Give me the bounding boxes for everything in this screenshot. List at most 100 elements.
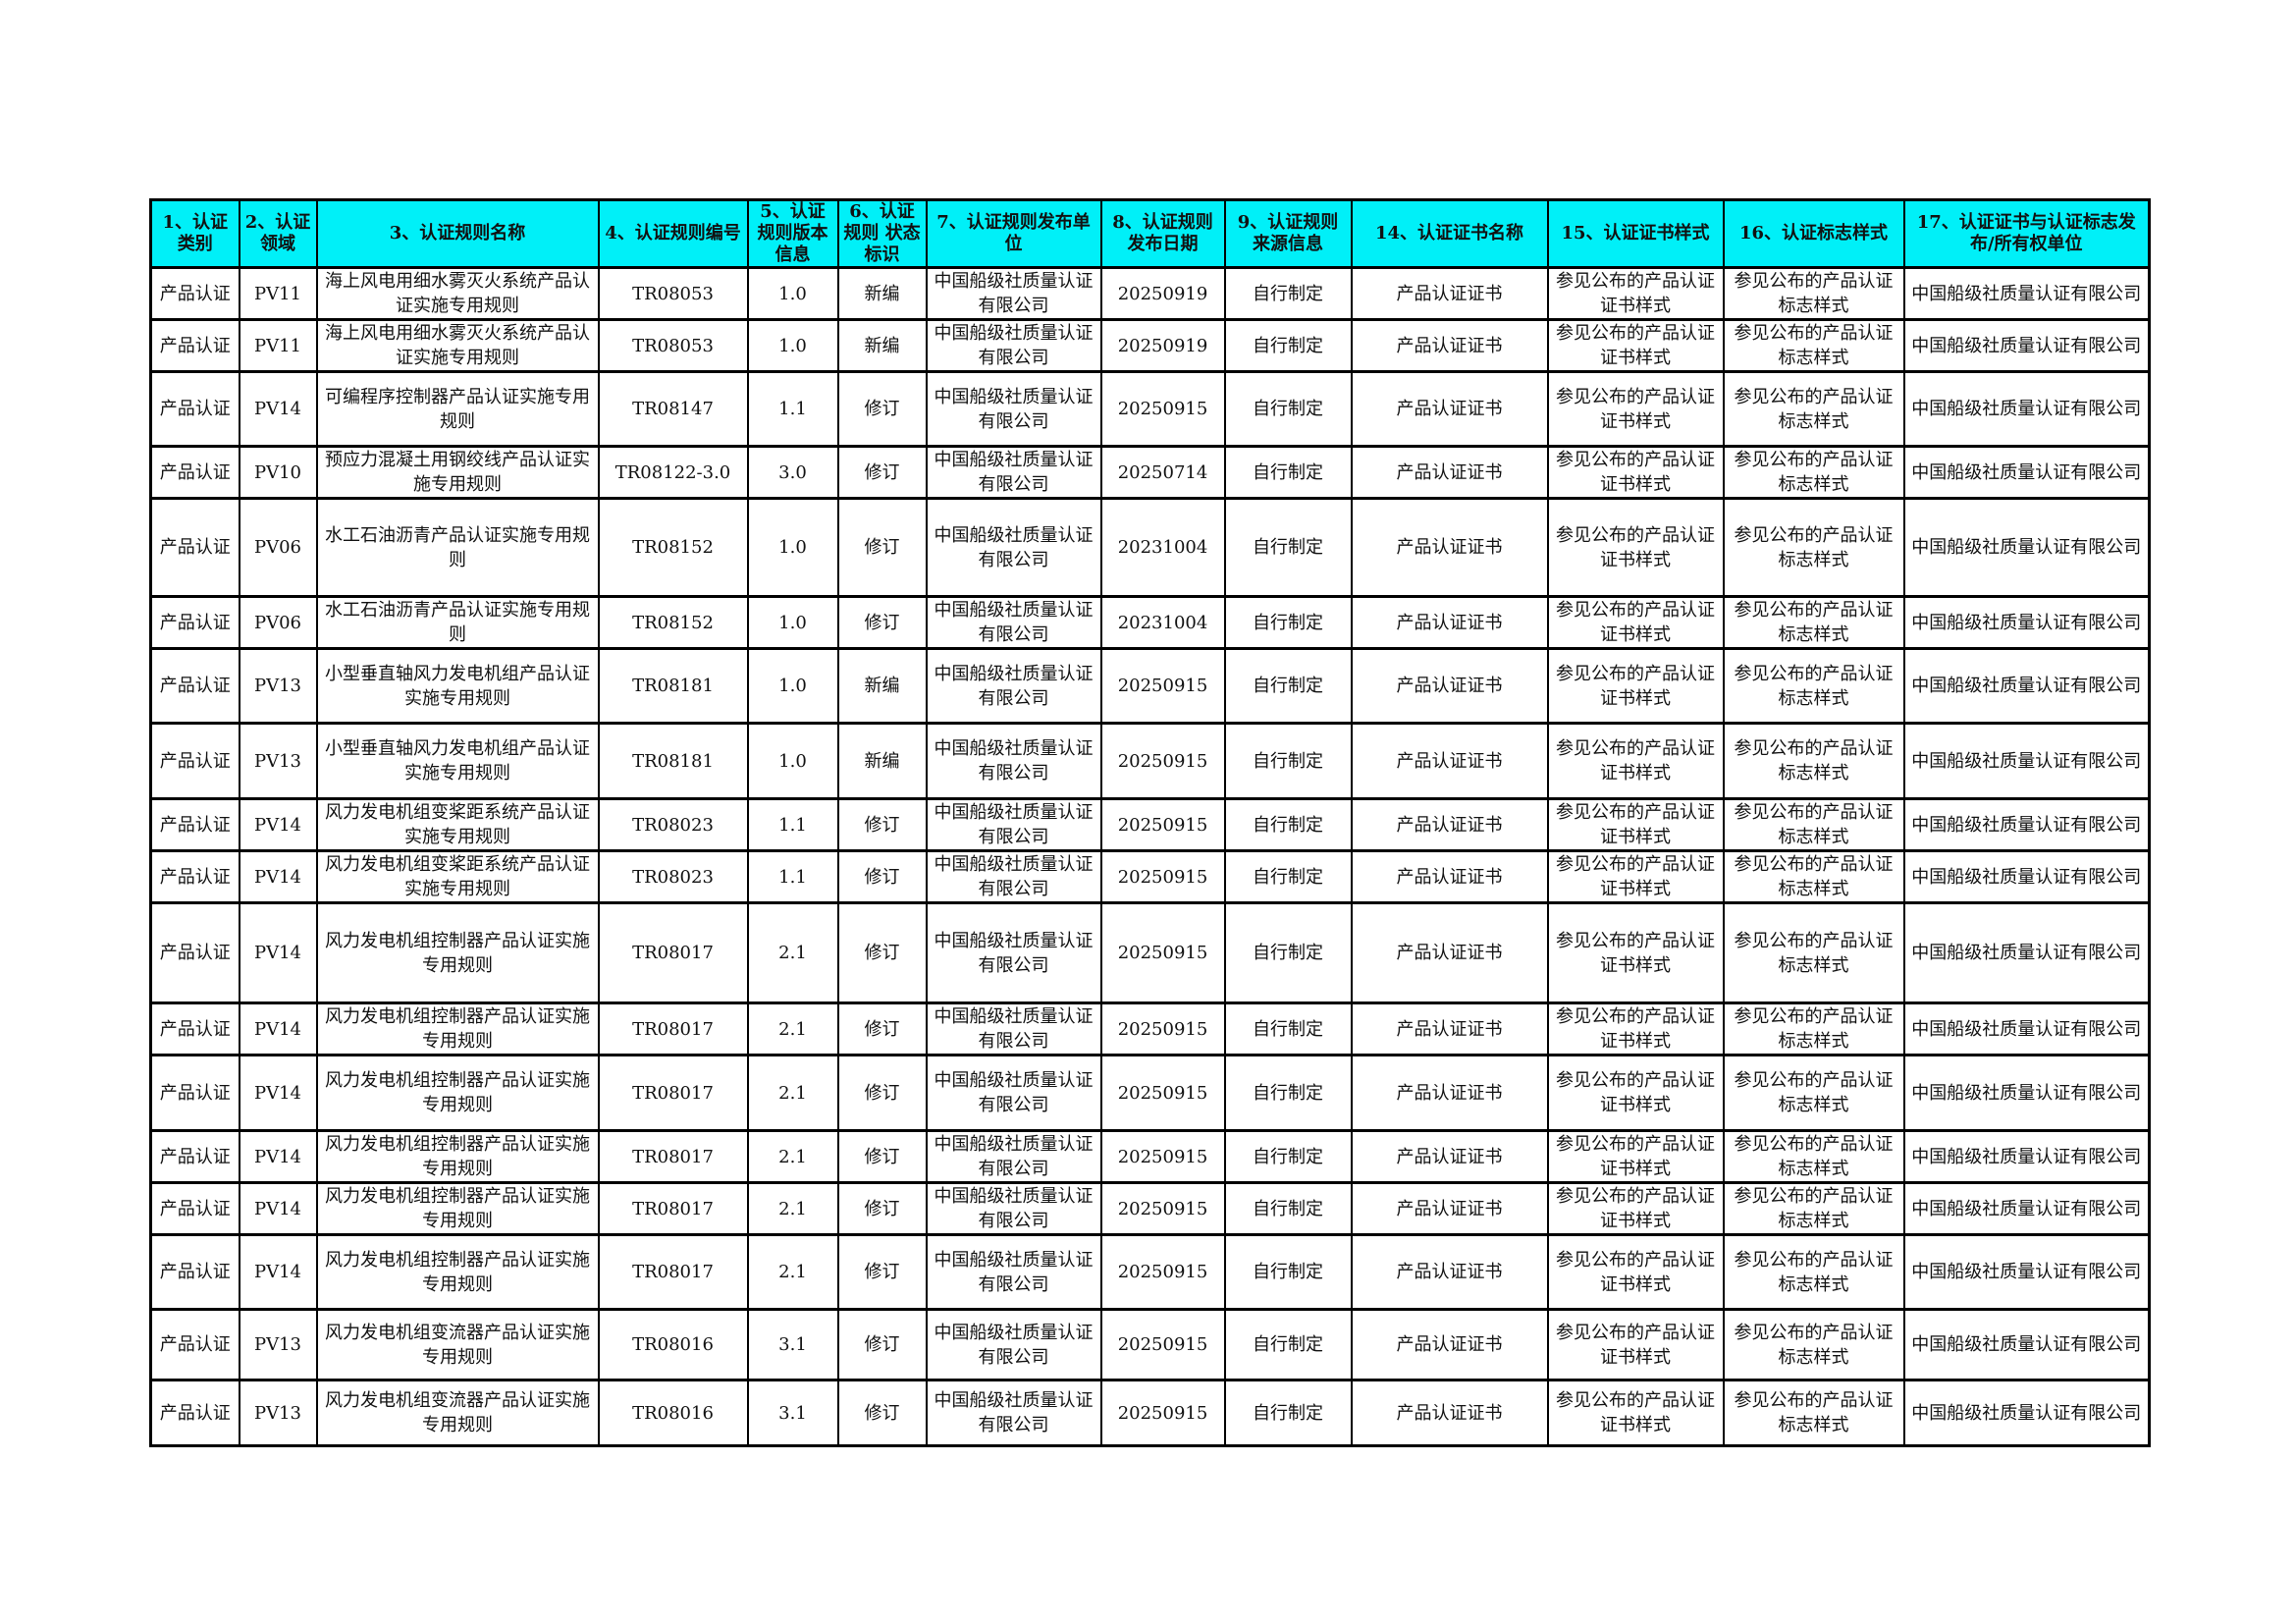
cell-mark-style: 参见公布的产品认证标志样式 xyxy=(1722,1001,1905,1056)
cell-mark-style: 参见公布的产品认证标志样式 xyxy=(1722,595,1905,650)
table-row: 产品认证 PV14 风力发电机组控制器产品认证实施专用规则 TR08017 2.1 修订中… xyxy=(149,1001,2151,1056)
cell-rule-version: 2.1 xyxy=(746,901,839,1004)
cell-rule-name: 风力发电机组变桨距系统产品认证实施专用规则 xyxy=(315,849,600,904)
cell-publish-date: 20250915 xyxy=(1099,1181,1226,1236)
cell-rule-source: 自行制定 xyxy=(1223,1379,1353,1447)
cell-publish-date: 20250915 xyxy=(1099,722,1226,800)
cell-cert-field: PV14 xyxy=(238,797,318,852)
cell-rule-status: 新编 xyxy=(836,318,928,373)
cell-mark-style: 参见公布的产品认证标志样式 xyxy=(1722,266,1905,321)
cell-rule-publisher: 中国船级社质量认证有限公司 xyxy=(925,1181,1102,1236)
header-rule-status: 6、认证规则 状态标识 xyxy=(836,198,928,269)
cell-mark-style: 参见公布的产品认证标志样式 xyxy=(1722,1379,1905,1447)
cell-rule-source: 自行制定 xyxy=(1223,1181,1353,1236)
cell-rule-source: 自行制定 xyxy=(1223,595,1353,650)
cell-certificate-style: 参见公布的产品认证证书样式 xyxy=(1546,1054,1725,1132)
cell-owner-unit: 中国船级社质量认证有限公司 xyxy=(1902,445,2151,500)
header-owner-unit: 17、认证证书与认证标志发布/所有权单位 xyxy=(1902,198,2151,269)
cell-rule-status: 修订 xyxy=(836,1129,928,1184)
cell-certificate-style: 参见公布的产品认证证书样式 xyxy=(1546,1233,1725,1311)
cell-rule-version: 1.0 xyxy=(746,722,839,800)
cell-publish-date: 20231004 xyxy=(1099,595,1226,650)
cell-publish-date: 20250915 xyxy=(1099,797,1226,852)
cell-rule-status: 修订 xyxy=(836,1001,928,1056)
header-cert-category: 1、认证类别 xyxy=(149,198,240,269)
cell-owner-unit: 中国船级社质量认证有限公司 xyxy=(1902,1129,2151,1184)
cell-rule-publisher: 中国船级社质量认证有限公司 xyxy=(925,266,1102,321)
cell-certificate-name: 产品认证证书 xyxy=(1350,1308,1549,1381)
cell-cert-field: PV10 xyxy=(238,445,318,500)
cell-rule-name: 水工石油沥青产品认证实施专用规则 xyxy=(315,595,600,650)
cell-rule-version: 1.0 xyxy=(746,647,839,725)
cell-cert-category: 产品认证 xyxy=(149,318,240,373)
cell-owner-unit: 中国船级社质量认证有限公司 xyxy=(1902,1233,2151,1311)
cell-certificate-name: 产品认证证书 xyxy=(1350,647,1549,725)
table-row: 产品认证 PV06 水工石油沥青产品认证实施专用规则 TR08152 1.0 修订 中国船级… xyxy=(149,595,2151,650)
cell-cert-category: 产品认证 xyxy=(149,1308,240,1381)
cell-cert-category: 产品认证 xyxy=(149,1233,240,1311)
cell-cert-category: 产品认证 xyxy=(149,1181,240,1236)
cell-rule-number: TR08016 xyxy=(597,1379,749,1447)
cell-certificate-style: 参见公布的产品认证证书样式 xyxy=(1546,1129,1725,1184)
cell-cert-field: PV14 xyxy=(238,370,318,448)
table-row: 产品认证 PV14 风力发电机组变桨距系统产品认证实施专用规则 TR08023 1.1 修… xyxy=(149,797,2151,852)
cell-rule-status: 修订 xyxy=(836,849,928,904)
cell-publish-date: 20250915 xyxy=(1099,1308,1226,1381)
cell-mark-style: 参见公布的产品认证标志样式 xyxy=(1722,318,1905,373)
cell-cert-field: PV14 xyxy=(238,1001,318,1056)
header-mark-style: 16、认证标志样式 xyxy=(1722,198,1905,269)
cell-rule-source: 自行制定 xyxy=(1223,266,1353,321)
cell-rule-status: 修订 xyxy=(836,370,928,448)
cell-cert-field: PV13 xyxy=(238,722,318,800)
cell-rule-status: 修订 xyxy=(836,1379,928,1447)
cell-publish-date: 20250915 xyxy=(1099,647,1226,725)
cell-certificate-name: 产品认证证书 xyxy=(1350,1233,1549,1311)
cell-rule-number: TR08017 xyxy=(597,901,749,1004)
table-row: 产品认证 PV11 海上风电用细水雾灭火系统产品认证实施专用规则 TR08053 1.0… xyxy=(149,318,2151,373)
cell-certificate-name: 产品认证证书 xyxy=(1350,722,1549,800)
cell-certificate-name: 产品认证证书 xyxy=(1350,1129,1549,1184)
cell-certificate-style: 参见公布的产品认证证书样式 xyxy=(1546,647,1725,725)
table-row: 产品认证 PV13 小型垂直轴风力发电机组产品认证实施专用规则 TR08181 1.0 新… xyxy=(149,647,2151,725)
cell-rule-number: TR08053 xyxy=(597,318,749,373)
cell-rule-publisher: 中国船级社质量认证有限公司 xyxy=(925,797,1102,852)
cell-certificate-style: 参见公布的产品认证证书样式 xyxy=(1546,722,1725,800)
cell-owner-unit: 中国船级社质量认证有限公司 xyxy=(1902,318,2151,373)
cell-rule-name: 风力发电机组变桨距系统产品认证实施专用规则 xyxy=(315,797,600,852)
cell-certificate-style: 参见公布的产品认证证书样式 xyxy=(1546,849,1725,904)
cell-certificate-name: 产品认证证书 xyxy=(1350,266,1549,321)
cell-rule-version: 1.0 xyxy=(746,266,839,321)
table-row: 产品认证 PV14 风力发电机组控制器产品认证实施专用规则 TR08017 2.1 修订中… xyxy=(149,1129,2151,1184)
cell-cert-category: 产品认证 xyxy=(149,370,240,448)
cell-mark-style: 参见公布的产品认证标志样式 xyxy=(1722,722,1905,800)
cell-cert-category: 产品认证 xyxy=(149,849,240,904)
cell-certificate-name: 产品认证证书 xyxy=(1350,1001,1549,1056)
cell-rule-publisher: 中国船级社质量认证有限公司 xyxy=(925,647,1102,725)
header-rule-publisher: 7、认证规则发布单位 xyxy=(925,198,1102,269)
header-rule-version: 5、认证规则版本信息 xyxy=(746,198,839,269)
cell-certificate-name: 产品认证证书 xyxy=(1350,1181,1549,1236)
header-rule-name: 3、认证规则名称 xyxy=(315,198,600,269)
cell-rule-number: TR08053 xyxy=(597,266,749,321)
cell-publish-date: 20250915 xyxy=(1099,1054,1226,1132)
cell-cert-category: 产品认证 xyxy=(149,647,240,725)
cell-rule-name: 风力发电机组控制器产品认证实施专用规则 xyxy=(315,1001,600,1056)
cell-rule-number: TR08016 xyxy=(597,1308,749,1381)
cell-rule-version: 2.1 xyxy=(746,1129,839,1184)
cell-rule-status: 修订 xyxy=(836,595,928,650)
cell-cert-category: 产品认证 xyxy=(149,266,240,321)
cell-rule-source: 自行制定 xyxy=(1223,370,1353,448)
cell-rule-status: 修订 xyxy=(836,497,928,598)
cell-rule-source: 自行制定 xyxy=(1223,1129,1353,1184)
cell-rule-publisher: 中国船级社质量认证有限公司 xyxy=(925,849,1102,904)
cell-owner-unit: 中国船级社质量认证有限公司 xyxy=(1902,1054,2151,1132)
cell-owner-unit: 中国船级社质量认证有限公司 xyxy=(1902,1001,2151,1056)
cell-publish-date: 20250919 xyxy=(1099,266,1226,321)
cell-rule-source: 自行制定 xyxy=(1223,797,1353,852)
cell-rule-publisher: 中国船级社质量认证有限公司 xyxy=(925,370,1102,448)
cell-rule-version: 1.0 xyxy=(746,497,839,598)
cell-certificate-name: 产品认证证书 xyxy=(1350,901,1549,1004)
cell-certificate-style: 参见公布的产品认证证书样式 xyxy=(1546,370,1725,448)
cell-publish-date: 20250915 xyxy=(1099,1129,1226,1184)
cell-owner-unit: 中国船级社质量认证有限公司 xyxy=(1902,1308,2151,1381)
